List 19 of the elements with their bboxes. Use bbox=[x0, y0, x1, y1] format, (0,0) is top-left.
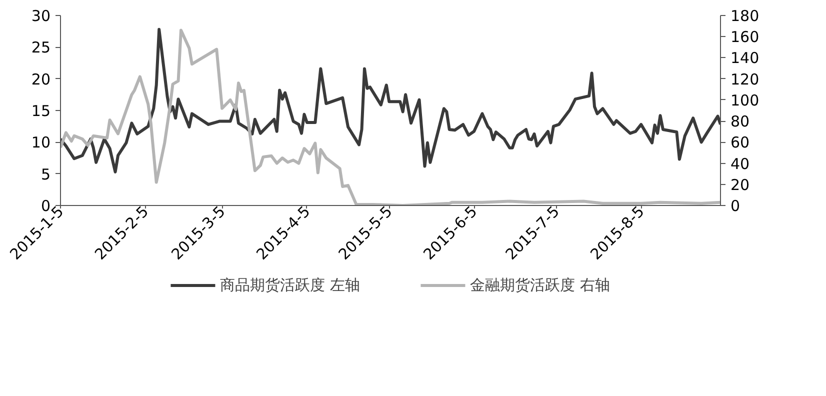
y2-tick-label: 80 bbox=[730, 112, 750, 131]
y2-tick-label: 60 bbox=[730, 134, 750, 152]
y-tick-label: 20 bbox=[31, 70, 51, 88]
y-tick-label: 5 bbox=[40, 165, 51, 184]
y2-tick-label: 0 bbox=[730, 197, 740, 215]
y2-tick-label: 180 bbox=[730, 7, 760, 25]
y-tick-label: 25 bbox=[31, 38, 51, 57]
legend-label: 商品期货活跃度 左轴 bbox=[220, 276, 360, 294]
y-tick-label: 30 bbox=[31, 7, 51, 25]
y2-tick-label: 120 bbox=[730, 70, 760, 88]
y2-tick-label: 160 bbox=[730, 28, 760, 46]
y2-tick-label: 20 bbox=[730, 176, 750, 194]
y2-tick-label: 40 bbox=[730, 154, 750, 173]
y2-tick-label: 140 bbox=[730, 49, 760, 68]
y-tick-label: 10 bbox=[31, 134, 51, 152]
legend-label: 金融期货活跃度 右轴 bbox=[470, 276, 610, 294]
line-series bbox=[60, 28, 720, 174]
y2-tick-label: 100 bbox=[730, 91, 760, 110]
y-tick-label: 15 bbox=[31, 102, 51, 120]
